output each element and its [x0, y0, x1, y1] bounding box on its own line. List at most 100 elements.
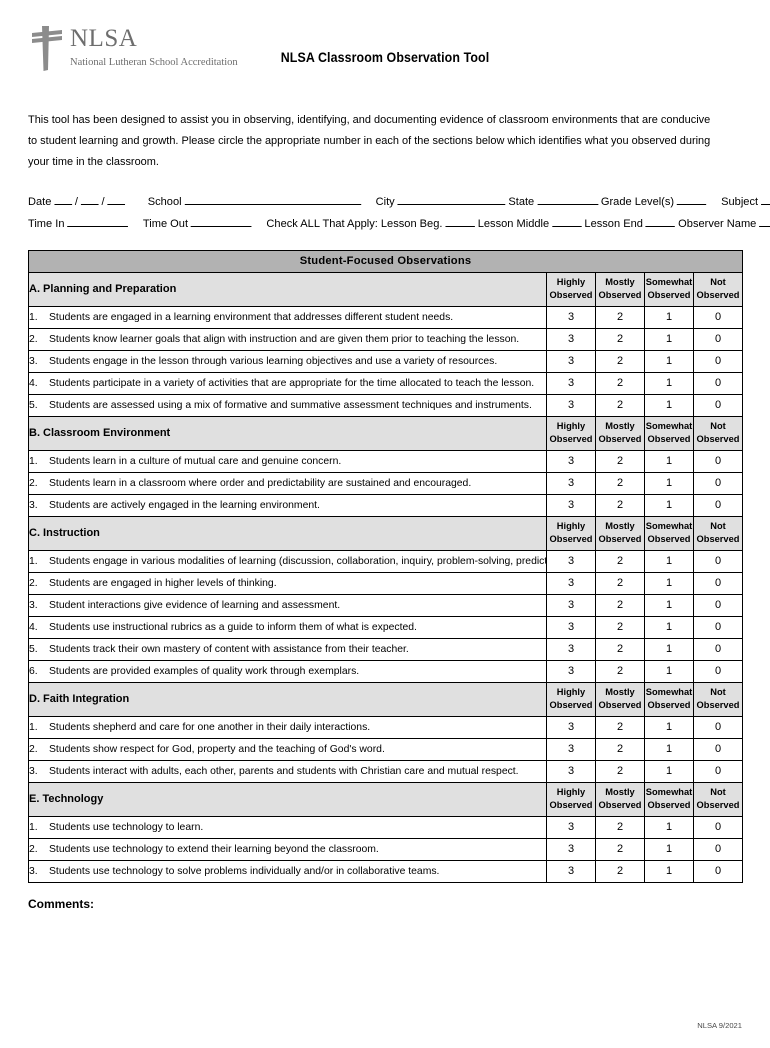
lesson-middle-blank[interactable] [552, 215, 582, 228]
rating-option[interactable]: 1 [644, 737, 694, 761]
rating-option[interactable]: 2 [595, 571, 645, 595]
observer-blank[interactable] [759, 215, 770, 228]
rating-option[interactable]: 2 [595, 393, 645, 417]
rating-option[interactable]: 1 [644, 837, 694, 861]
rating-option[interactable]: 1 [644, 471, 694, 495]
rating-option[interactable]: 0 [693, 327, 743, 351]
rating-option[interactable]: 1 [644, 549, 694, 573]
rating-option[interactable]: 0 [693, 715, 743, 739]
rating-option[interactable]: 3 [546, 327, 596, 351]
rating-option[interactable]: 2 [595, 371, 645, 395]
rating-option[interactable]: 3 [546, 715, 596, 739]
subject-blank[interactable] [761, 193, 770, 205]
rating-option[interactable]: 1 [644, 393, 694, 417]
rating-option[interactable]: 2 [595, 715, 645, 739]
rating-option[interactable]: 2 [595, 349, 645, 373]
rating-option[interactable]: 3 [546, 615, 596, 639]
date-year-blank[interactable] [107, 193, 126, 205]
rating-option[interactable]: 2 [595, 327, 645, 351]
rating-option[interactable]: 1 [644, 493, 694, 517]
rating-option[interactable]: 1 [644, 815, 694, 839]
rating-option[interactable]: 0 [693, 349, 743, 373]
lesson-beg-blank[interactable] [445, 215, 475, 228]
rating-option[interactable]: 3 [546, 449, 596, 473]
rating-option[interactable]: 2 [595, 305, 645, 329]
rating-option[interactable]: 0 [693, 305, 743, 329]
rating-option[interactable]: 3 [546, 593, 596, 617]
rating-option[interactable]: 3 [546, 305, 596, 329]
rating-option[interactable]: 3 [546, 549, 596, 573]
rating-option[interactable]: 1 [644, 715, 694, 739]
rating-option[interactable]: 3 [546, 471, 596, 495]
item-text-cell: 1. Students shepherd and care for one ano… [28, 715, 547, 739]
rating-option[interactable]: 3 [546, 759, 596, 783]
rating-option[interactable]: 2 [595, 859, 645, 883]
rating-option[interactable]: 3 [546, 349, 596, 373]
rating-option[interactable]: 1 [644, 637, 694, 661]
rating-option[interactable]: 2 [595, 471, 645, 495]
rating-option[interactable]: 1 [644, 449, 694, 473]
rating-option[interactable]: 0 [693, 393, 743, 417]
rating-option[interactable]: 3 [546, 859, 596, 883]
school-blank[interactable] [184, 193, 361, 205]
rating-option[interactable]: 0 [693, 859, 743, 883]
rating-option[interactable]: 0 [693, 449, 743, 473]
rating-option[interactable]: 2 [595, 493, 645, 517]
rating-option[interactable]: 1 [644, 659, 694, 683]
rating-option[interactable]: 0 [693, 549, 743, 573]
rating-option[interactable]: 3 [546, 493, 596, 517]
item-number: 4. [29, 621, 38, 633]
rating-option[interactable]: 1 [644, 371, 694, 395]
rating-option[interactable]: 1 [644, 349, 694, 373]
rating-option[interactable]: 2 [595, 615, 645, 639]
rating-option[interactable]: 0 [693, 571, 743, 595]
rating-option[interactable]: 3 [546, 637, 596, 661]
rating-option[interactable]: 3 [546, 571, 596, 595]
rating-option[interactable]: 3 [546, 393, 596, 417]
rating-option[interactable]: 0 [693, 371, 743, 395]
rating-option[interactable]: 3 [546, 737, 596, 761]
time-out-blank[interactable] [190, 215, 252, 228]
rating-option[interactable]: 0 [693, 493, 743, 517]
rating-option[interactable]: 2 [595, 737, 645, 761]
state-blank[interactable] [537, 193, 598, 205]
date-day-blank[interactable] [80, 193, 99, 205]
footer-revision: NLSA 9/2021 [697, 1021, 742, 1030]
city-blank[interactable] [397, 193, 506, 205]
state-label: State [508, 195, 535, 208]
rating-option[interactable]: 1 [644, 305, 694, 329]
rating-option[interactable]: 2 [595, 759, 645, 783]
rating-option[interactable]: 0 [693, 471, 743, 495]
rating-option[interactable]: 1 [644, 571, 694, 595]
rating-option[interactable]: 0 [693, 637, 743, 661]
item-text-cell: 3. Student interactions give evidence of … [28, 593, 547, 617]
grade-blank[interactable] [677, 193, 707, 205]
rating-option[interactable]: 0 [693, 615, 743, 639]
rating-option[interactable]: 2 [595, 637, 645, 661]
rating-option[interactable]: 1 [644, 759, 694, 783]
rating-option[interactable]: 0 [693, 593, 743, 617]
date-month-blank[interactable] [54, 193, 72, 205]
rating-option[interactable]: 0 [693, 837, 743, 861]
rating-option[interactable]: 3 [546, 371, 596, 395]
lesson-end-blank[interactable] [645, 215, 676, 228]
rating-option[interactable]: 0 [693, 759, 743, 783]
rating-option[interactable]: 2 [595, 815, 645, 839]
rating-option[interactable]: 2 [595, 549, 645, 573]
rating-option[interactable]: 1 [644, 593, 694, 617]
rating-option[interactable]: 2 [595, 593, 645, 617]
rating-option[interactable]: 0 [693, 737, 743, 761]
rating-option[interactable]: 1 [644, 859, 694, 883]
item-text: Students learn in a culture of mutual ca… [49, 455, 342, 467]
time-in-blank[interactable] [67, 215, 129, 228]
rating-option[interactable]: 1 [644, 615, 694, 639]
rating-option[interactable]: 3 [546, 659, 596, 683]
rating-option[interactable]: 3 [546, 837, 596, 861]
rating-option[interactable]: 0 [693, 815, 743, 839]
rating-option[interactable]: 0 [693, 659, 743, 683]
rating-option[interactable]: 1 [644, 327, 694, 351]
rating-option[interactable]: 2 [595, 837, 645, 861]
rating-option[interactable]: 3 [546, 815, 596, 839]
rating-option[interactable]: 2 [595, 449, 645, 473]
rating-option[interactable]: 2 [595, 659, 645, 683]
